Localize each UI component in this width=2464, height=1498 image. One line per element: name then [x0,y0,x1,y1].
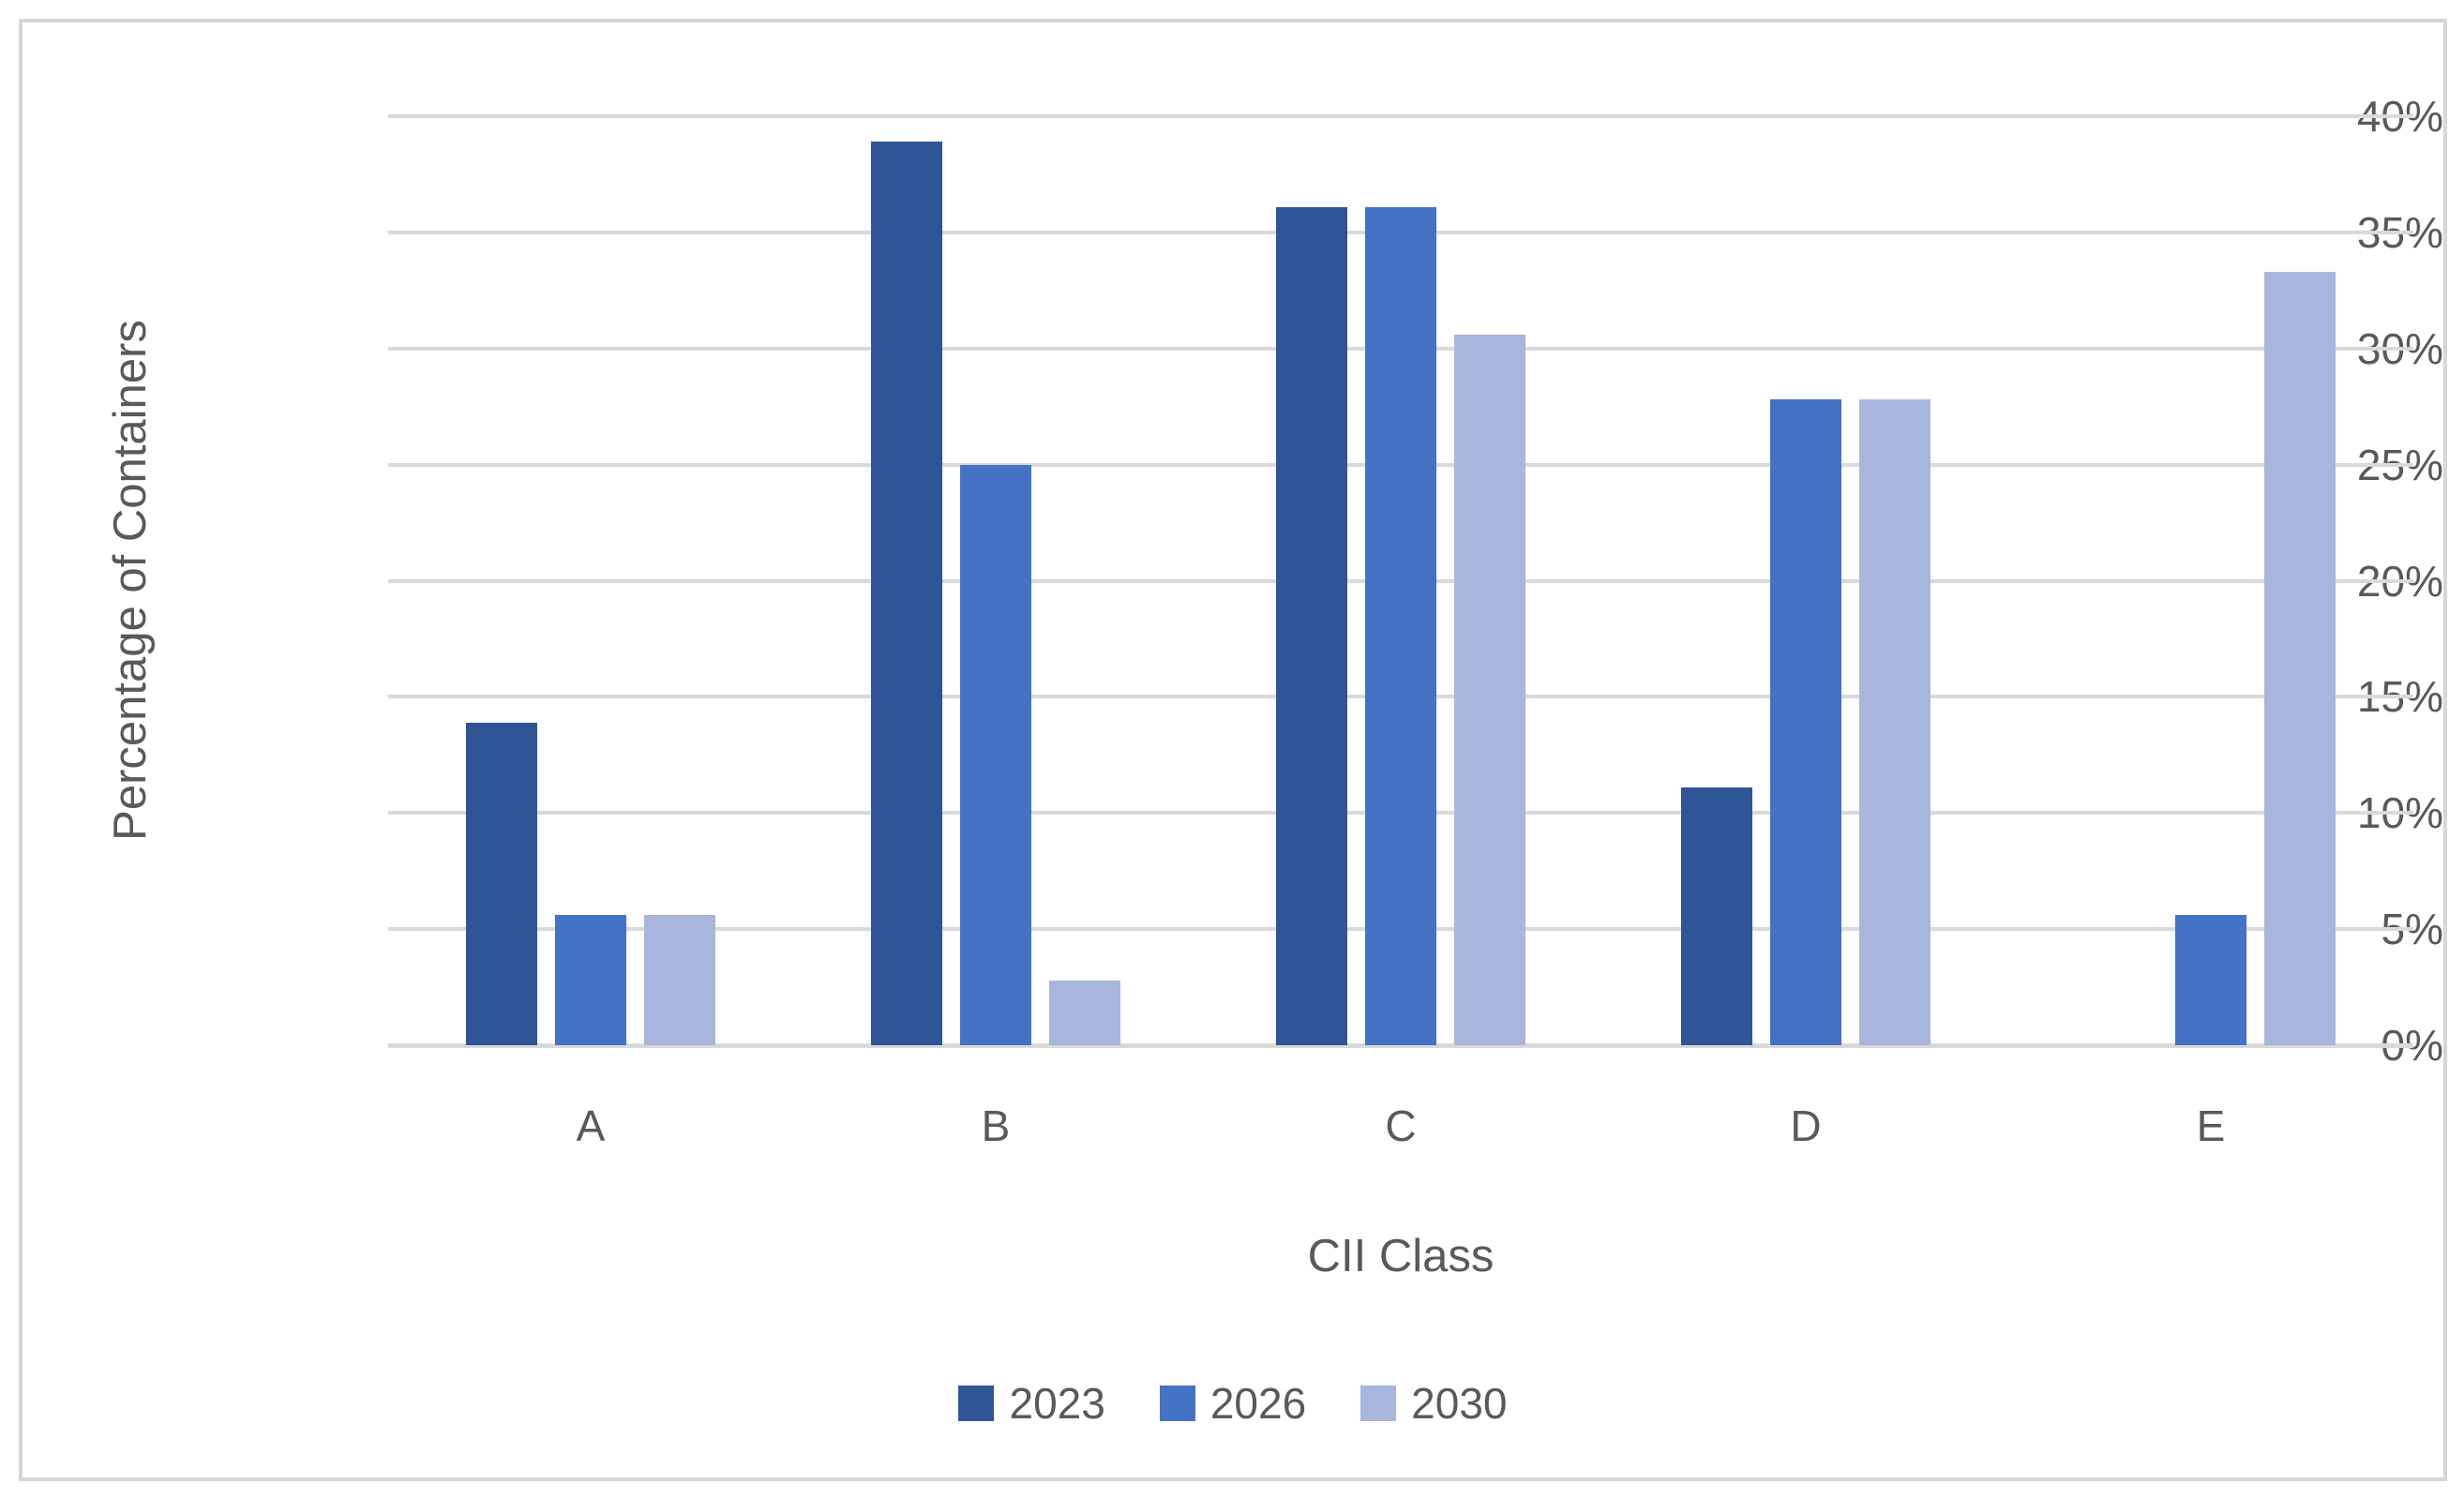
bar-2026-C [1365,206,1436,1045]
x-tick-label-A: A [576,1101,606,1150]
legend-item-2026: 2026 [1159,1379,1307,1428]
legend-swatch-icon-2026 [1159,1386,1195,1421]
legend-label-2023: 2023 [1009,1379,1105,1428]
x-axis-title: CII Class [1307,1231,1495,1281]
bar-2023-D [1681,787,1752,1045]
legend: 2023 2026 2030 [23,1382,2443,1425]
legend-swatch-icon-2030 [1360,1386,1397,1421]
x-tick-label-C: C [1385,1101,1417,1150]
x-tick-label-B: B [981,1101,1011,1150]
legend-label-2026: 2026 [1209,1379,1307,1428]
bar-2030-D [1859,399,1931,1045]
bar-2026-A [555,915,626,1045]
bar-2026-E [2175,915,2246,1045]
y-axis-title: Percentage of Containers [105,320,156,841]
bar-2030-B [1049,980,1120,1045]
bar-2023-A [466,722,537,1045]
bar-2030-C [1454,334,1525,1045]
bar-2023-C [1276,206,1347,1045]
legend-swatch-icon-2023 [958,1386,995,1421]
chart-border-frame: Percentage of Containers CII Class 0% 5% 1… [19,19,2447,1481]
legend-item-2030: 2030 [1360,1379,1508,1428]
x-tick-label-D: D [1790,1101,1822,1150]
gridline-40% [388,114,2413,118]
bar-2026-D [1770,399,1841,1045]
x-axis-line [388,1043,2413,1048]
bar-2030-E [2264,272,2336,1045]
legend-item-2023: 2023 [958,1379,1105,1428]
x-tick-label-E: E [2196,1101,2226,1150]
bar-2023-B [871,142,942,1045]
bar-2026-B [960,464,1031,1045]
bar-2030-A [644,915,715,1045]
plot-area [388,114,2413,1048]
legend-label-2030: 2030 [1411,1379,1508,1428]
